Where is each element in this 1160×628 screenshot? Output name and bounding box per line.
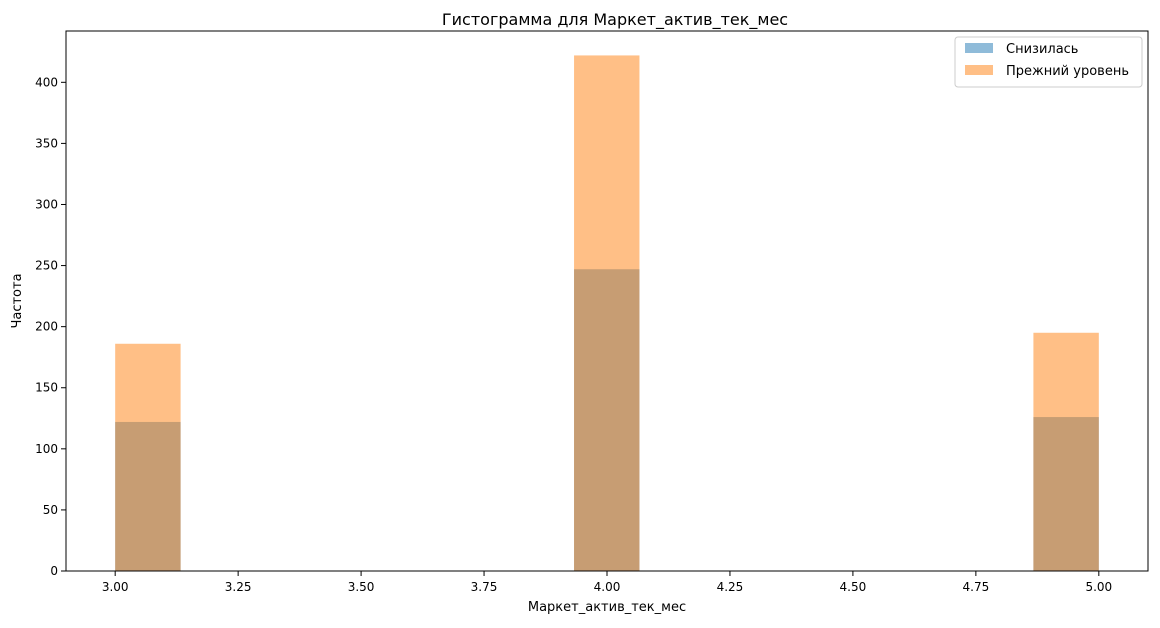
- x-tick-label: 3.00: [102, 580, 129, 594]
- x-axis-ticks: 3.00 3.25 3.50 3.75 4.00 4.25 4.50 4.75 5.00: [102, 571, 1112, 594]
- legend-swatch-snizilas: [965, 43, 993, 53]
- y-tick-label: 150: [35, 381, 58, 395]
- bars-layer: [115, 55, 1099, 571]
- y-tick-label: 50: [43, 503, 58, 517]
- y-tick-label: 0: [50, 564, 58, 578]
- y-axis-ticks: 0 50 100 150 200 250 300 350 400: [35, 75, 66, 578]
- x-tick-label: 4.75: [963, 580, 990, 594]
- x-axis-label: Маркет_актив_тек_мес: [528, 600, 686, 615]
- histogram-bar-series1-bin0: [115, 343, 181, 571]
- x-tick-label: 3.25: [225, 580, 252, 594]
- histogram-bar-series1-bin2: [1033, 332, 1099, 571]
- legend-label-prezhniy-uroven: Прежний уровень: [1006, 64, 1129, 79]
- x-tick-label: 4.25: [717, 580, 744, 594]
- x-tick-label: 4.50: [840, 580, 867, 594]
- chart-title: Гистограмма для Маркет_актив_тек_мес: [442, 10, 788, 30]
- x-tick-label: 3.50: [348, 580, 375, 594]
- x-tick-label: 5.00: [1085, 580, 1112, 594]
- legend-swatch-prezhniy-uroven: [965, 65, 993, 75]
- histogram-bar-series1-bin1: [574, 55, 640, 571]
- y-tick-label: 200: [35, 320, 58, 334]
- y-axis-label: Частота: [10, 273, 25, 328]
- y-tick-label: 250: [35, 259, 58, 273]
- x-tick-label: 4.00: [594, 580, 621, 594]
- y-tick-label: 350: [35, 136, 58, 150]
- y-tick-label: 100: [35, 442, 58, 456]
- legend-label-snizilas: Снизилась: [1006, 42, 1078, 57]
- legend-box: [954, 36, 1143, 88]
- y-tick-label: 300: [35, 197, 58, 211]
- y-tick-label: 400: [35, 75, 58, 89]
- legend: Снизилась Прежний уровень: [954, 36, 1143, 88]
- x-tick-label: 3.75: [471, 580, 498, 594]
